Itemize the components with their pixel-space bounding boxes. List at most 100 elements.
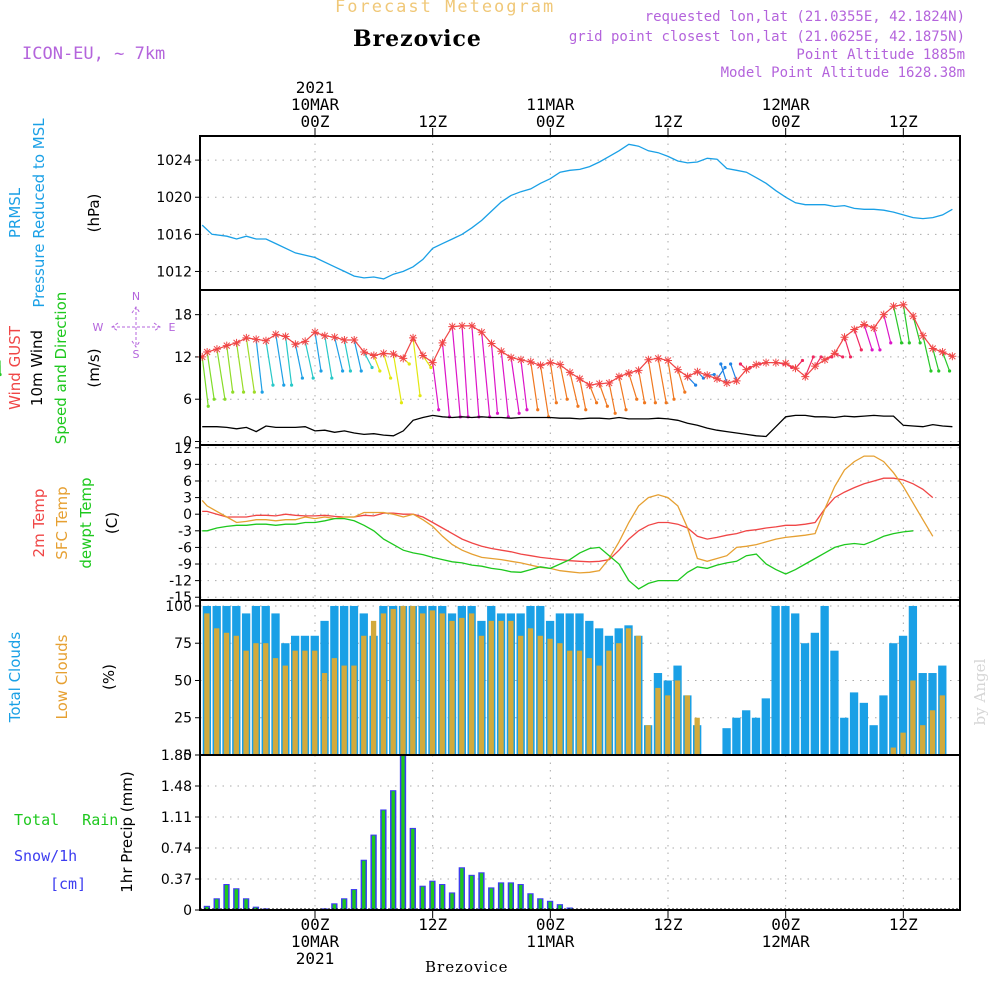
ytick-label: 3: [183, 491, 192, 507]
rain-bar: [352, 890, 356, 910]
wind-direction-arrowhead: [889, 341, 893, 345]
wind-direction-arrowhead: [878, 348, 882, 352]
gust-marker: [438, 338, 447, 347]
low-cloud-bar: [518, 635, 524, 755]
low-cloud-bar: [900, 732, 906, 755]
total-cloud-bar: [771, 605, 780, 755]
gust-marker: [614, 372, 623, 381]
ytick-label: 12: [174, 350, 192, 366]
low-cloud-bar: [684, 695, 691, 755]
wind-direction-arrow: [510, 357, 520, 414]
wind-direction-arrowhead: [565, 397, 569, 401]
rain-bar: [401, 756, 405, 910]
wind-direction-arrow: [863, 324, 873, 351]
gust-marker: [830, 349, 839, 358]
wind-direction-arrow: [892, 306, 903, 343]
gust-marker: [458, 321, 467, 330]
low-cloud-bar: [243, 650, 249, 755]
low-cloud-bar: [576, 650, 583, 755]
wind-direction-arrow: [451, 326, 461, 417]
time-tick-label: 2021: [296, 78, 335, 97]
wind-direction-arrow: [392, 354, 403, 403]
wind-direction-arrow: [201, 356, 209, 407]
wind-direction-arrowhead: [907, 341, 911, 345]
model-altitude: Model Point Altitude 1628.38m: [720, 65, 965, 81]
ylabel: 2m Temp: [30, 489, 48, 558]
time-tick-label: 10MAR: [291, 95, 340, 114]
wind-direction-arrowhead: [271, 383, 275, 387]
gust-marker: [477, 328, 486, 337]
wind-direction-arrowhead: [407, 362, 411, 366]
wind-direction-arrow: [902, 304, 910, 343]
wind-direction-arrowhead: [319, 369, 323, 373]
gust-marker: [360, 348, 369, 356]
gust-marker: [664, 356, 672, 365]
wind-direction-arrow: [549, 362, 557, 403]
ytick-label: 0.74: [161, 841, 192, 857]
ytick-label: -15: [169, 590, 192, 606]
wind-direction-arrowhead: [399, 401, 404, 405]
gust-marker: [418, 351, 427, 360]
wind-direction-arrow: [461, 325, 469, 417]
gust-marker: [752, 360, 761, 369]
low-cloud-bar: [655, 687, 661, 755]
wind-direction-arrowhead: [729, 362, 733, 366]
rain-bar: [342, 899, 346, 910]
low-cloud-bar: [635, 635, 641, 755]
unit-label: (m/s): [85, 348, 103, 387]
wind-direction-arrowhead: [370, 365, 374, 370]
gust-marker: [683, 372, 692, 381]
total-cloud-bar: [761, 698, 770, 755]
wind-direction-arrow: [334, 337, 344, 372]
rain-bar: [509, 883, 513, 910]
wind-direction-arrowhead: [800, 358, 805, 363]
wind-direction-arrowhead: [584, 408, 588, 412]
wind-direction-arrowhead: [282, 383, 286, 387]
gust-marker: [291, 340, 300, 349]
low-cloud-bar: [223, 632, 230, 755]
rain-bar: [362, 860, 366, 910]
ytick-label: 75: [174, 636, 192, 652]
low-cloud-bar: [547, 638, 553, 755]
gust-marker: [389, 350, 398, 359]
ytick-label: 100: [165, 599, 192, 615]
gust-marker: [918, 331, 927, 340]
gust-marker: [428, 358, 437, 367]
wind-direction-arrowhead: [899, 341, 904, 345]
wind-direction-arrowhead: [536, 408, 540, 412]
point-altitude: Point Altitude 1885m: [796, 47, 965, 63]
wind-direction-arrow: [628, 372, 638, 400]
wind-direction-arrowhead: [576, 404, 580, 408]
compass-w: W: [93, 321, 104, 334]
rain-bar: [381, 810, 386, 910]
low-cloud-bar: [282, 665, 288, 755]
wind-direction-arrow: [255, 339, 263, 393]
gust-marker: [212, 345, 221, 354]
panel-1: 1012 1016 1020 1024 PRMSL Pressure Reduced to…: [6, 118, 961, 308]
wind-direction-arrow: [520, 359, 528, 410]
wind-direction-arrowhead: [311, 376, 315, 380]
wind-direction-arrow: [500, 351, 509, 417]
low-cloud-bar: [331, 658, 338, 755]
time-tick-label: 11MAR: [526, 95, 575, 114]
wind-direction-arrowhead: [289, 383, 294, 387]
rain-bar: [430, 881, 435, 910]
wind-direction-arrow: [804, 356, 814, 377]
gust-marker: [399, 354, 408, 363]
panel-frame: [199, 754, 961, 911]
wind-direction-arrowhead: [937, 369, 941, 373]
wind-direction-arrow: [912, 315, 921, 343]
rain-bar: [391, 791, 395, 910]
low-cloud-bar: [596, 665, 602, 755]
rain-bar: [371, 835, 376, 910]
wind-direction-arrowhead: [341, 369, 345, 373]
rain-bar: [332, 904, 337, 910]
wind-direction-arrowhead: [554, 401, 558, 405]
ylabel: Wind GUST: [6, 325, 24, 410]
gust-marker: [565, 368, 574, 377]
low-cloud-bar: [910, 680, 916, 755]
wind-direction-arrowhead: [712, 372, 716, 377]
